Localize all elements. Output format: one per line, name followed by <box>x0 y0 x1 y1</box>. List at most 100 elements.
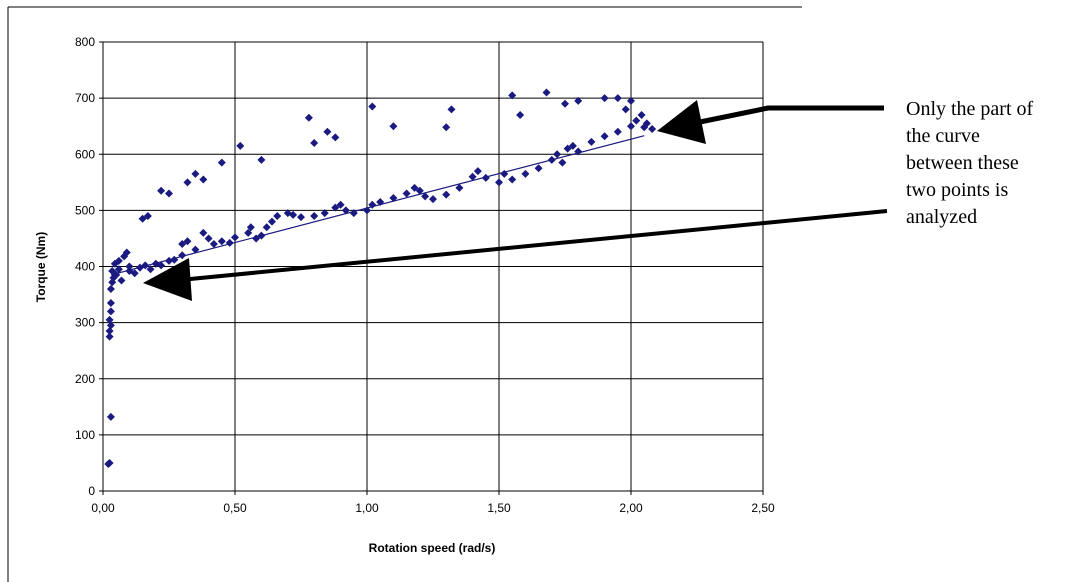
data-point <box>558 158 567 167</box>
x-tick-label: 2,50 <box>751 501 775 515</box>
data-point <box>183 237 192 246</box>
data-point <box>252 234 261 243</box>
data-point <box>246 223 255 232</box>
data-point <box>106 298 115 307</box>
y-tick-label: 100 <box>75 428 95 442</box>
data-point <box>289 210 298 219</box>
data-point <box>637 110 646 119</box>
data-point <box>442 190 451 199</box>
data-point <box>534 164 543 173</box>
data-point <box>273 211 282 220</box>
y-axis-title: Torque (Nm) <box>34 232 48 302</box>
data-point <box>143 211 152 220</box>
x-tick-label: 1,50 <box>487 501 511 515</box>
x-axis-title: Rotation speed (rad/s) <box>369 541 496 555</box>
data-point <box>297 213 305 222</box>
annotation-arrows <box>143 100 888 301</box>
y-tick-label: 800 <box>75 35 95 49</box>
y-tick-label: 300 <box>75 316 95 330</box>
data-point <box>508 175 517 184</box>
y-tick-labels: 0 100 200 300 400 500 600 700 800 <box>75 35 95 498</box>
data-point <box>141 261 150 270</box>
data-point <box>257 155 266 164</box>
data-point <box>320 209 329 218</box>
data-point <box>244 228 253 237</box>
data-point <box>473 167 482 176</box>
data-point <box>105 315 114 324</box>
y-tick-label: 700 <box>75 91 95 105</box>
data-point <box>410 183 419 192</box>
grid <box>102 41 764 492</box>
data-point <box>376 197 385 206</box>
data-point <box>209 240 218 249</box>
data-point <box>257 231 266 240</box>
data-point <box>429 195 437 204</box>
y-tick-label: 600 <box>75 147 95 161</box>
data-point <box>521 169 530 178</box>
data-point <box>368 102 377 111</box>
data-point <box>648 124 657 133</box>
data-point <box>204 234 213 243</box>
data-point <box>178 240 187 249</box>
data-point <box>122 248 131 257</box>
data-point <box>165 189 173 198</box>
data-point <box>402 189 411 198</box>
annotation-text: Only the part of the curve between these… <box>906 98 1034 228</box>
data-point <box>632 116 641 125</box>
data-point <box>455 183 464 192</box>
data-point <box>341 206 350 215</box>
data-point <box>138 214 147 223</box>
arrowhead-lower <box>143 258 192 301</box>
data-point <box>310 211 319 220</box>
data-point <box>146 265 155 274</box>
data-point <box>106 284 115 293</box>
data-point <box>468 172 477 181</box>
data-point <box>568 141 577 150</box>
data-point <box>112 270 121 279</box>
x-tick-label: 0,50 <box>223 501 247 515</box>
data-point <box>447 105 456 114</box>
data-point <box>547 155 556 164</box>
data-point <box>574 96 583 105</box>
data-point <box>563 144 572 153</box>
data-point <box>349 209 358 218</box>
data-point <box>262 223 271 232</box>
data-point <box>117 276 126 285</box>
axes <box>99 41 764 495</box>
data-point <box>114 256 123 265</box>
data-point <box>157 186 166 195</box>
data-point <box>157 261 166 270</box>
data-point <box>508 91 517 100</box>
data-point <box>368 200 377 209</box>
data-point <box>304 113 313 122</box>
data-point <box>500 169 509 178</box>
data-point <box>587 137 596 146</box>
data-point <box>642 119 651 128</box>
data-point <box>105 327 114 336</box>
data-point <box>106 321 115 330</box>
data-point <box>331 203 340 212</box>
data-point <box>105 332 114 341</box>
data-point <box>495 178 503 187</box>
data-point <box>106 307 115 316</box>
data-point <box>178 251 187 260</box>
x-tick-label: 1,00 <box>355 501 379 515</box>
data-point <box>125 262 134 271</box>
data-point <box>331 133 340 142</box>
x-tick-label: 0,00 <box>91 501 115 515</box>
data-point <box>542 88 551 97</box>
data-point <box>600 94 609 103</box>
data-point <box>199 175 208 184</box>
data-point <box>114 265 123 274</box>
y-tick-label: 0 <box>88 484 95 498</box>
data-point <box>574 147 583 156</box>
trend-line <box>110 135 645 276</box>
data-point <box>442 123 451 132</box>
data-point <box>310 139 319 148</box>
data-point <box>199 228 208 237</box>
data-point <box>217 237 226 246</box>
data-point <box>170 255 179 264</box>
data-points <box>104 88 657 469</box>
arrow-line-lower <box>179 209 888 282</box>
